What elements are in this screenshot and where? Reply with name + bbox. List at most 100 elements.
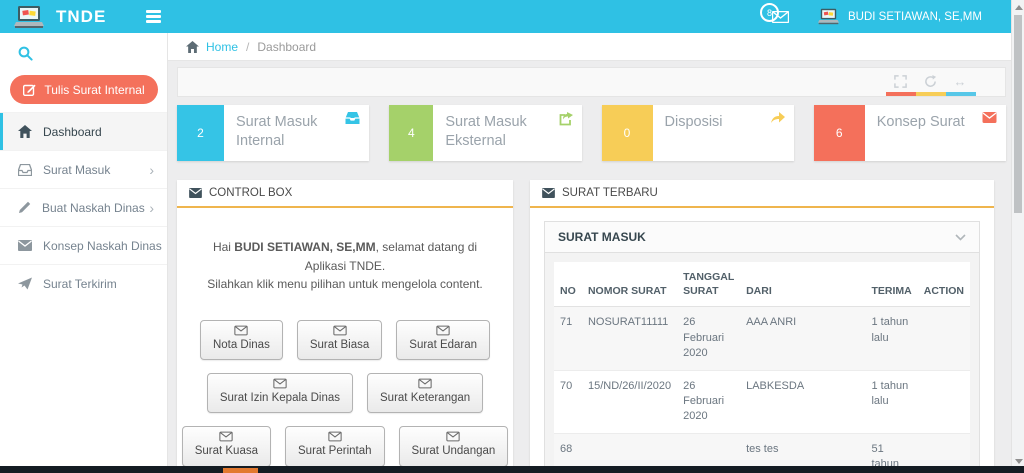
surat-terbaru-header: SURAT TERBARU [530,180,994,208]
top-header: TNDE 8 BUDI SETIAWAN, SE,MM [0,0,1011,33]
sidebar-item-surat-masuk[interactable]: Surat Masuk › [0,150,167,188]
button-label: Surat Kuasa [194,445,258,458]
envelope-icon [189,188,202,198]
stat-label: Konsep Surat [876,114,965,130]
home-icon [18,125,32,138]
envelope-icon [446,431,461,442]
cell-dari: AAA ANRI [740,306,866,371]
fullscreen-button[interactable] [885,68,915,94]
expand-icon [893,74,907,88]
sidebar-item-label: Surat Masuk [43,162,111,177]
surat-biasa-button[interactable]: Surat Biasa [296,319,383,361]
envelope-icon [273,378,287,389]
user-name-label: BUDI SETIAWAN, SE,MM [848,10,982,23]
stat-card-surat-masuk-internal[interactable]: 2 Surat Masuk Internal [177,105,370,161]
cell-tanggal: 26 Februari 2020 [677,306,741,371]
surat-edaran-button[interactable]: Surat Edaran [396,319,491,361]
nota-dinas-button[interactable]: Nota Dinas [199,319,283,361]
greeting-prefix: Hai [212,240,235,254]
brand-title: TNDE [56,6,107,26]
cell-nomor: 15/ND/26/II/2020 [581,370,678,434]
surat-terbaru-panel: SURAT TERBARU SURAT MASUK NO NOMOR SURAT [530,180,994,473]
footer-accent-segment [223,468,258,473]
notification-badge: 8 [760,3,779,22]
control-box-header: CONTROL BOX [177,180,513,208]
stat-card-konsep-surat[interactable]: 6 Konsep Surat [813,105,1006,161]
notification-button[interactable]: 8 [760,3,800,31]
cell-no: 70 [554,370,582,434]
stat-label: Surat Masuk Eksternal [445,114,527,149]
surat-izin-kepala-dinas-button[interactable]: Surat Izin Kepala Dinas [206,373,354,414]
stat-count: 0 [601,105,653,161]
footer-bar [0,466,1024,473]
envelope-icon [982,112,997,123]
scrollbar-thumb[interactable] [1014,15,1022,213]
breadcrumb-home-link[interactable]: Home [206,39,239,54]
pencil-icon [19,201,31,213]
refresh-button[interactable] [915,68,945,94]
sidebar-item-label: Dashboard [43,124,102,139]
surat-perintah-button[interactable]: Surat Perintah [285,426,385,467]
collapse-button[interactable]: ↔ [945,68,975,94]
button-label: Surat Undangan [411,445,496,458]
share-square-icon [559,112,573,126]
scrollbar-down-arrow[interactable] [1015,459,1023,464]
vertical-scrollbar[interactable] [1011,0,1024,473]
greeting-suffix: , selamat datang di Aplikasi TNDE. [304,240,478,273]
brand-logo[interactable]: TNDE [0,0,168,33]
sidebar-item-buat-naskah-dinas[interactable]: Buat Naskah Dinas › [0,188,167,226]
surat-keterangan-button[interactable]: Surat Keterangan [367,373,484,414]
cell-dari: LABKESDA [740,370,866,434]
surat-terbaru-body: SURAT MASUK NO NOMOR SURAT TANGGAL SURAT… [530,208,994,473]
user-avatar-icon [818,8,839,25]
sidebar-search[interactable] [0,33,167,73]
stat-label: Disposisi [664,114,723,130]
cell-tanggal: 26 Februari 2020 [677,370,741,434]
cell-no: 71 [554,306,582,371]
button-label: Nota Dinas [212,338,270,351]
stat-card-disposisi[interactable]: 0 Disposisi [601,105,794,161]
chevron-down-icon [955,233,966,241]
sidebar-item-surat-terkirim[interactable]: Surat Terkirim [0,264,167,302]
table-row[interactable]: 70 15/ND/26/II/2020 26 Februari 2020 LAB… [554,370,970,434]
toolbar-underline-red [886,92,916,96]
table-header-row: NO NOMOR SURAT TANGGAL SURAT DARI TERIMA… [554,262,970,308]
sidebar-item-label: Konsep Naskah Dinas [43,238,162,253]
breadcrumb-separator: / [246,39,250,54]
chevron-right-icon: › [149,161,154,178]
surat-masuk-table: NO NOMOR SURAT TANGGAL SURAT DARI TERIMA… [554,262,970,473]
control-box-panel: CONTROL BOX Hai BUDI SETIAWAN, SE,MM, se… [177,180,513,473]
envelope-icon [542,188,555,198]
table-row[interactable]: 71 NOSURAT11111 26 Februari 2020 AAA ANR… [554,306,970,371]
surat-kuasa-button[interactable]: Surat Kuasa [181,426,271,467]
user-menu[interactable]: BUDI SETIAWAN, SE,MM [818,0,982,33]
cell-terima: 1 tahun lalu [865,306,918,371]
stat-count: 4 [389,105,434,161]
toolbar-underline-cyan [946,92,976,96]
surat-masuk-accordion-toggle[interactable]: SURAT MASUK [545,222,979,253]
envelope-icon [234,325,249,336]
col-tanggal-surat: TANGGAL SURAT [677,262,741,308]
letter-type-buttons: Nota Dinas Surat Biasa Surat Edaran Sura… [177,319,513,467]
surat-undangan-button[interactable]: Surat Undangan [398,426,509,467]
sidebar-toggle-button[interactable] [146,10,161,25]
portlet-toolbar: ↔ [177,67,1006,97]
stat-card-surat-masuk-eksternal[interactable]: 4 Surat Masuk Eksternal [389,105,582,161]
refresh-icon [924,74,936,87]
cell-action [917,306,970,371]
scrollbar-up-arrow[interactable] [1015,5,1023,10]
envelope-icon [328,431,342,442]
panel-title: SURAT TERBARU [562,187,658,199]
sidebar-item-dashboard[interactable]: Dashboard [0,112,167,150]
inbox-icon [345,112,360,124]
write-internal-letter-button[interactable]: Tulis Surat Internal [10,75,158,104]
sidebar-item-konsep-naskah-dinas[interactable]: Konsep Naskah Dinas [0,226,167,264]
envelope-icon [18,240,32,251]
button-label: Surat Perintah [298,445,372,458]
envelope-icon [436,325,450,336]
button-label: Surat Keterangan [380,392,471,405]
surat-masuk-table-wrap: NO NOMOR SURAT TANGGAL SURAT DARI TERIMA… [545,253,979,473]
stat-cards-row: 2 Surat Masuk Internal 4 Surat Masuk Eks… [177,105,1006,161]
greeting-user-name: BUDI SETIAWAN, SE,MM [234,240,376,254]
